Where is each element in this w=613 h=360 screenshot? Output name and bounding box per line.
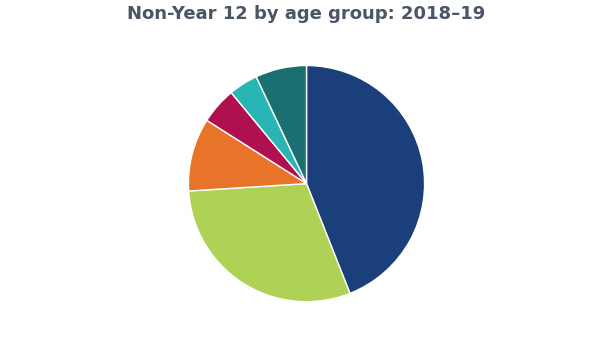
Wedge shape [306, 66, 425, 293]
Wedge shape [189, 184, 350, 302]
Wedge shape [231, 77, 306, 184]
Wedge shape [256, 66, 306, 184]
Wedge shape [188, 120, 306, 191]
Wedge shape [207, 93, 306, 184]
Title: Non-Year 12 by age group: 2018–19: Non-Year 12 by age group: 2018–19 [128, 5, 485, 23]
